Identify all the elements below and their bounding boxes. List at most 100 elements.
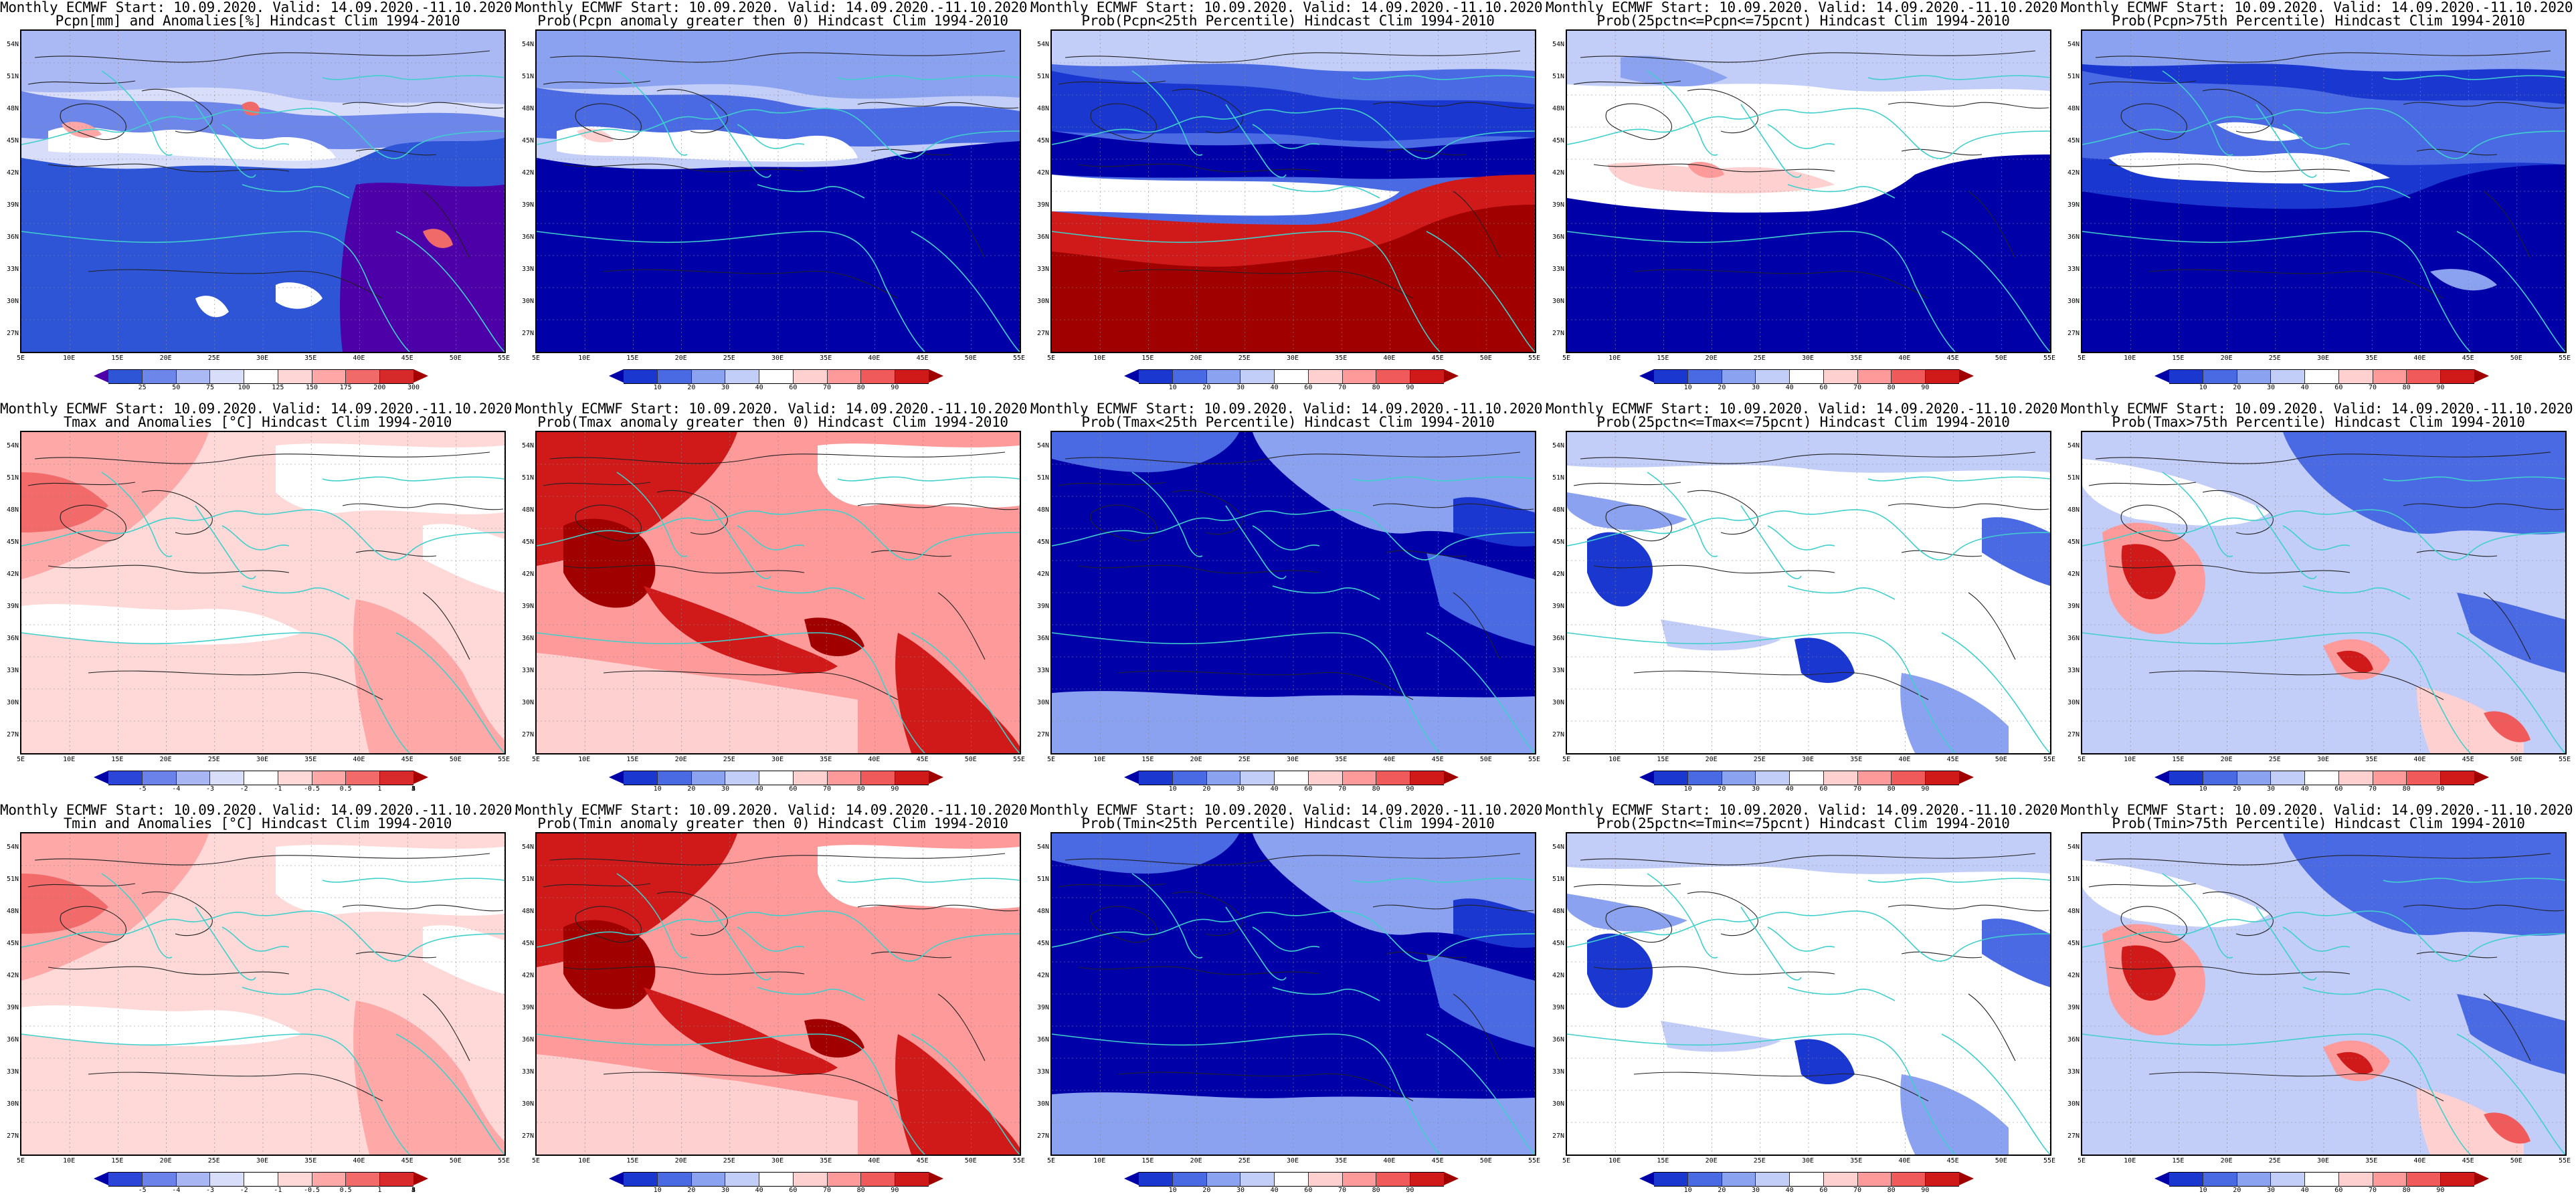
colorbar-tick-label: 40 — [755, 1187, 763, 1194]
panel-title-line2: Prob(Tmin>75th Percentile) Hindcast Clim… — [2112, 815, 2525, 831]
coastline — [537, 231, 925, 352]
latitude-tick-label: 51N — [521, 73, 534, 80]
latitude-tick-label: 36N — [2067, 1036, 2080, 1043]
colorbar-cell — [1687, 1173, 1722, 1186]
colorbar-tick-row: 10 20 30 40 60 70 80 90 — [1139, 384, 1444, 392]
colorbar-cell — [1654, 1173, 1688, 1186]
colorbar-cell — [1376, 370, 1411, 383]
colorbar-tick-label: 20 — [1202, 785, 1211, 793]
climatology-contour — [2088, 883, 2197, 888]
field-shading-region — [1587, 532, 1653, 607]
colorbar-tick-label: -4 — [172, 785, 181, 793]
colorbar-tick-label: 80 — [1372, 384, 1380, 391]
colorbar-cell — [2441, 771, 2475, 785]
field-shading-region — [2417, 686, 2524, 753]
field-shading-region — [1687, 161, 1724, 178]
longitude-tick-label: 20E — [1705, 1157, 1718, 1165]
colorbar-tick-label: 25 — [138, 384, 147, 391]
colorbar: 10 20 30 40 60 70 80 90 — [2154, 369, 2489, 391]
colorbar-cell — [1376, 1173, 1411, 1186]
colorbar-tick-label: 30 — [1751, 1187, 1760, 1194]
colorbar-cell — [244, 370, 278, 383]
longitude-tick-label: 40E — [2413, 1157, 2426, 1165]
climatology-contour — [2403, 904, 2565, 912]
panel-title-line1: Monthly ECMWF Start: 10.09.2020. Valid: … — [2061, 401, 2576, 417]
climatology-contour — [2095, 50, 2551, 63]
map-panel: Monthly ECMWF Start: 10.09.2020. Valid: … — [515, 401, 1036, 803]
colorbar-cell — [657, 1173, 692, 1186]
climatology-contour — [2088, 482, 2197, 486]
climatology-contour — [1633, 269, 1929, 299]
longitude-tick-label: 55E — [1012, 1157, 1026, 1165]
latitude-tick-label: 30N — [1036, 699, 1049, 706]
coastline — [1740, 104, 1802, 178]
coastline — [837, 75, 1020, 80]
colorbar-tick-label: 100 — [238, 384, 250, 391]
climatology-contour — [342, 102, 504, 109]
colorbar-tick-label: 10 — [1168, 384, 1177, 391]
colorbar-tick-label: 60 — [2334, 1187, 2343, 1194]
colorbar-tick-label: -0.5 — [303, 785, 320, 793]
longitude-tick-label: 30E — [256, 355, 269, 362]
panel-title-line1: Monthly ECMWF Start: 10.09.2020. Valid: … — [0, 0, 521, 15]
field-shading-region — [1567, 894, 1687, 932]
coastline — [737, 525, 805, 550]
climatology-contour — [870, 951, 952, 959]
colorbar-tick-label: 30 — [1751, 785, 1760, 793]
latitude-tick-label: 45N — [6, 940, 19, 947]
colorbar-cell — [2305, 370, 2339, 383]
climatology-contour — [60, 906, 126, 943]
latitude-tick-label: 54N — [2067, 41, 2080, 48]
colorbar-min-arrow — [1639, 369, 1654, 383]
coastline — [911, 231, 1020, 352]
latitude-tick-label: 27N — [1036, 330, 1049, 337]
field-shading-region — [1982, 517, 2050, 586]
colorbar-cells — [1139, 771, 1445, 785]
colorbar-min-arrow — [94, 1172, 108, 1185]
longitude-tick-label: 15E — [1141, 756, 1154, 763]
colorbar-cell — [2169, 1173, 2203, 1186]
climatology-contour — [1172, 88, 1243, 134]
colorbar-cell — [861, 1173, 896, 1186]
coastline — [1052, 632, 1441, 753]
coastline — [21, 231, 410, 352]
colorbar-cell — [1857, 370, 1892, 383]
colorbar-cell — [1892, 1173, 1926, 1186]
coastline — [1767, 926, 1835, 952]
colorbar-tick-label: 70 — [2368, 384, 2377, 391]
field-shading-region — [537, 653, 858, 753]
colorbar-tick-row: 10 20 30 40 60 70 80 90 — [624, 1187, 929, 1195]
colorbar-cell — [1206, 370, 1241, 383]
colorbar-cell — [176, 370, 211, 383]
climatology-contour — [575, 906, 642, 943]
colorbar-max-arrow — [1959, 1172, 1974, 1185]
coastline — [911, 1033, 1020, 1155]
latitude-tick-label: 54N — [2067, 442, 2080, 449]
latitude-tick-label: 48N — [2067, 105, 2080, 112]
colorbar-tick-label: 10 — [653, 785, 662, 793]
panel-title-line2: Prob(Tmin<25th Percentile) Hindcast Clim… — [1081, 815, 1495, 831]
longitude-tick-label: 40E — [353, 355, 365, 362]
longitude-tick-label: 15E — [111, 756, 124, 763]
latitude-tick-label: 27N — [2067, 731, 2080, 738]
colorbar-cell — [2169, 370, 2203, 383]
latitude-tick-label: 36N — [1036, 635, 1049, 642]
colorbar-cell — [2373, 1173, 2407, 1186]
climatology-contour — [1058, 883, 1166, 888]
colorbar: 10 20 30 40 60 70 80 90 — [609, 771, 943, 793]
longitude-tick-label: 55E — [2043, 756, 2056, 763]
climatology-contour — [2416, 148, 2498, 156]
longitude-tick-label: 50E — [2510, 1157, 2522, 1165]
longitude-tick-label: 15E — [1141, 355, 1154, 362]
climatology-contour — [1090, 103, 1157, 140]
colorbar-max-arrow — [413, 1172, 428, 1185]
climatology-contour — [575, 504, 642, 542]
field-shading-region — [537, 31, 1020, 99]
latitude-tick-label: 51N — [1552, 73, 1564, 80]
field-shading-region — [2336, 1051, 2373, 1074]
colorbar-tick-label: 90 — [1406, 785, 1414, 793]
colorbar-cell — [142, 370, 177, 383]
colorbar-cell — [1892, 771, 1926, 785]
longitude-tick-label: 25E — [1753, 1157, 1766, 1165]
coastline — [2162, 873, 2233, 959]
